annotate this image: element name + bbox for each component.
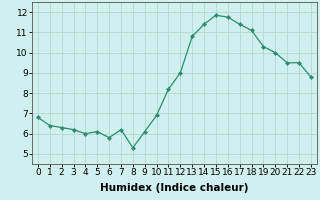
X-axis label: Humidex (Indice chaleur): Humidex (Indice chaleur) bbox=[100, 183, 249, 193]
